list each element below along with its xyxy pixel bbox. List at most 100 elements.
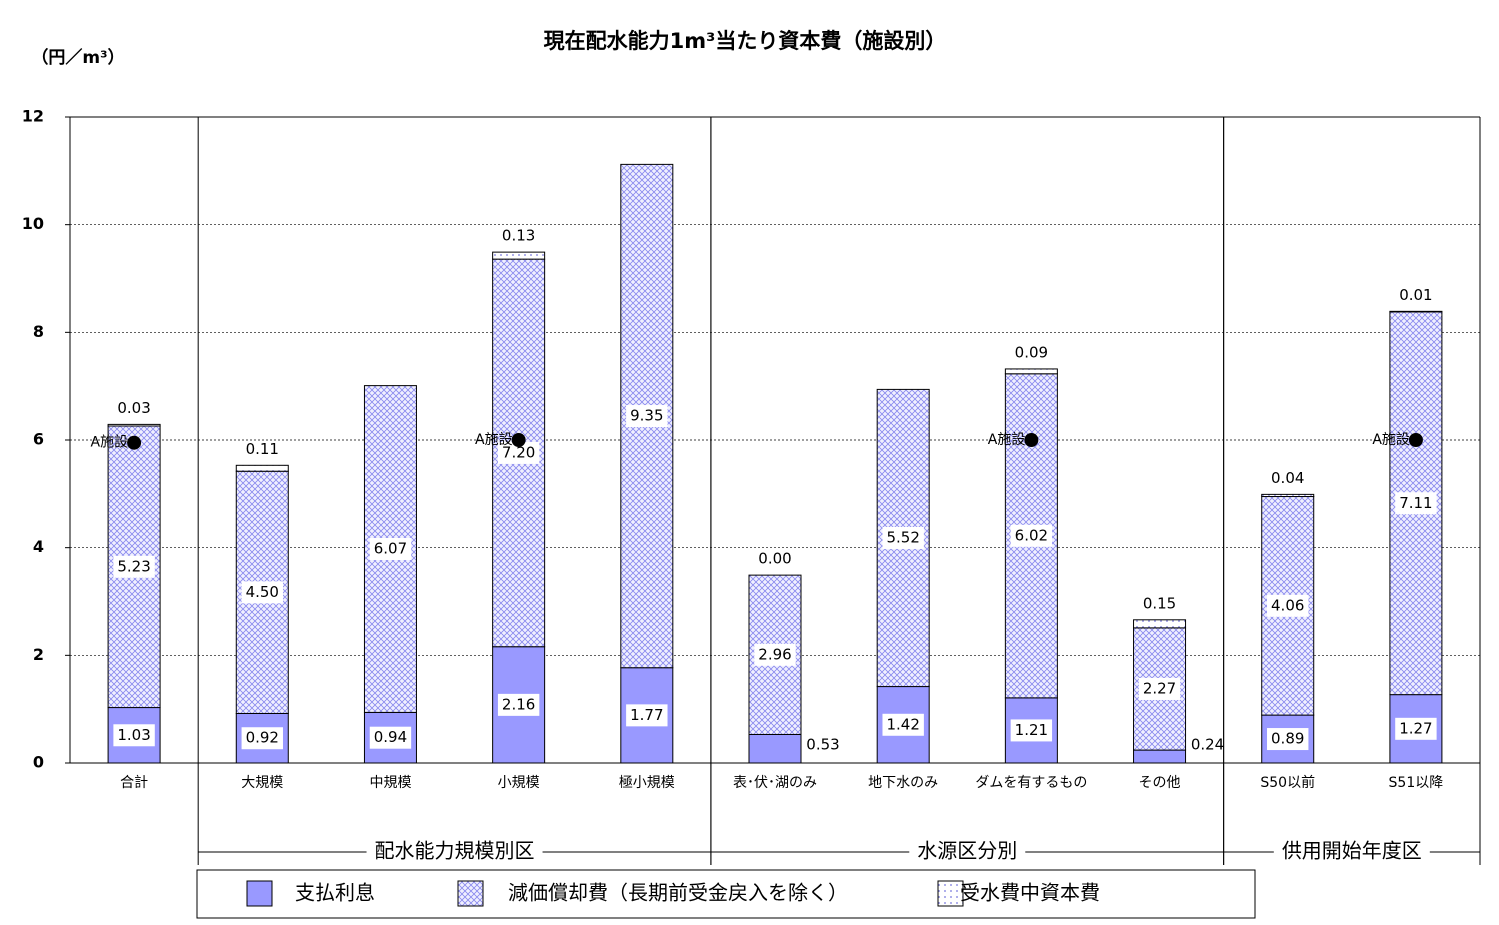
value-label-bg xyxy=(882,713,924,736)
bar-segment xyxy=(748,733,802,764)
x-tick-label: 表･伏･湖のみ xyxy=(733,775,817,791)
value-label: 5.52 xyxy=(886,528,919,546)
value-label-bg xyxy=(241,581,283,604)
group-label: 水源区分別 xyxy=(917,839,1017,863)
value-label-bg xyxy=(626,704,668,727)
reference-label: A施設 xyxy=(988,432,1026,448)
value-label: 0.94 xyxy=(374,728,407,746)
value-label: 1.03 xyxy=(117,726,150,744)
legend-swatch xyxy=(246,880,273,907)
reference-dot xyxy=(1408,433,1423,447)
x-tick-label: その他 xyxy=(1139,775,1181,791)
x-tick-label: 大規模 xyxy=(241,775,283,791)
legend-label: 受水費中資本費 xyxy=(960,881,1100,905)
value-label-bg xyxy=(1395,717,1437,740)
bar-segment xyxy=(492,251,546,260)
value-label-bg xyxy=(369,538,412,561)
value-label-bg xyxy=(241,727,283,750)
value-label: 7.11 xyxy=(1399,494,1432,512)
bar-segment xyxy=(235,464,289,472)
value-label: 7.20 xyxy=(502,443,535,461)
value-label: 4.06 xyxy=(1271,596,1304,614)
value-label: 2.96 xyxy=(758,645,791,663)
legend-label: 支払利息 xyxy=(295,881,375,905)
x-tick-label: 地下水のみ xyxy=(868,775,938,791)
group-label-bg xyxy=(366,838,543,866)
value-label: 1.21 xyxy=(1015,721,1048,739)
x-tick-label: 合計 xyxy=(120,775,148,791)
value-label: 1.27 xyxy=(1399,719,1432,737)
x-tick-label: 小規模 xyxy=(498,775,540,791)
value-label: 0.24 xyxy=(1191,736,1224,754)
y-tick-label: 0 xyxy=(33,753,44,772)
reference-dot xyxy=(127,435,142,450)
y-tick-label: 2 xyxy=(33,645,44,664)
reference-label: A施設 xyxy=(1372,432,1410,448)
group-label: 供用開始年度区 xyxy=(1282,839,1422,863)
value-label: 0.92 xyxy=(246,729,279,747)
group-label-bg xyxy=(1273,838,1430,866)
legend-swatch xyxy=(457,880,484,907)
x-tick-label: S51以降 xyxy=(1389,775,1444,791)
bar-segment xyxy=(107,423,161,427)
bar-segment xyxy=(1133,749,1187,764)
legend-box xyxy=(196,869,1256,919)
value-label: 5.23 xyxy=(117,557,150,575)
value-label-bg xyxy=(369,726,412,749)
y-tick-label: 10 xyxy=(22,214,44,233)
reference-label: A施設 xyxy=(91,435,129,451)
value-label: 6.02 xyxy=(1015,526,1048,544)
value-label: 4.50 xyxy=(246,583,279,601)
bar-segment xyxy=(1389,310,1443,313)
value-label-bg xyxy=(882,526,924,549)
x-tick-label: 極小規模 xyxy=(619,775,675,791)
value-label: 0.04 xyxy=(1271,469,1304,487)
x-tick-label: 中規模 xyxy=(369,775,411,791)
value-label-bg xyxy=(497,693,540,716)
reference-dot xyxy=(511,433,526,447)
y-tick-label: 4 xyxy=(33,537,44,556)
bar-segment xyxy=(1133,619,1187,629)
value-label-bg xyxy=(626,405,668,428)
value-label: 6.07 xyxy=(374,540,407,558)
y-tick-label: 8 xyxy=(33,322,44,341)
value-label: 1.77 xyxy=(630,706,663,724)
y-axis-label: （円／m³） xyxy=(31,47,124,68)
value-label: 9.35 xyxy=(630,407,663,425)
reference-label: A施設 xyxy=(475,432,513,448)
value-label: 0.01 xyxy=(1399,286,1432,304)
value-label-bg xyxy=(1267,594,1309,617)
legend-swatch xyxy=(937,880,964,907)
group-label: 配水能力規模別区 xyxy=(375,839,535,863)
value-label-bg xyxy=(497,441,540,464)
value-label: 2.16 xyxy=(502,695,535,713)
legend-label: 減価償却費（長期前受金戻入を除く） xyxy=(508,881,848,905)
value-label-bg xyxy=(113,555,155,578)
value-label: 0.09 xyxy=(1015,343,1048,361)
y-tick-label: 12 xyxy=(22,107,44,126)
value-label: 0.89 xyxy=(1271,730,1304,748)
value-label: 0.15 xyxy=(1143,594,1176,612)
y-tick-label: 6 xyxy=(33,430,44,449)
value-label: 0.03 xyxy=(117,399,150,417)
value-label-bg xyxy=(113,724,155,747)
value-label: 2.27 xyxy=(1143,679,1176,697)
value-label: 0.00 xyxy=(758,550,791,568)
value-label: 0.11 xyxy=(246,440,279,458)
chart-title: 現在配水能力1m³当たり資本費（施設別） xyxy=(544,29,947,53)
bar-segment xyxy=(1004,368,1058,375)
x-tick-label: ダムを有するもの xyxy=(975,775,1087,791)
x-tick-label: S50以前 xyxy=(1260,774,1315,791)
value-label-bg xyxy=(1395,492,1437,515)
value-label: 1.42 xyxy=(886,715,919,733)
group-label-bg xyxy=(909,838,1026,866)
value-label-bg xyxy=(1010,524,1053,547)
value-label-bg xyxy=(1138,677,1181,700)
bar-segment xyxy=(1261,493,1315,498)
reference-dot xyxy=(1024,433,1039,447)
value-label-bg xyxy=(754,643,796,666)
value-label: 0.53 xyxy=(806,736,839,754)
value-label: 0.13 xyxy=(502,227,535,245)
value-label-bg xyxy=(1267,728,1309,751)
